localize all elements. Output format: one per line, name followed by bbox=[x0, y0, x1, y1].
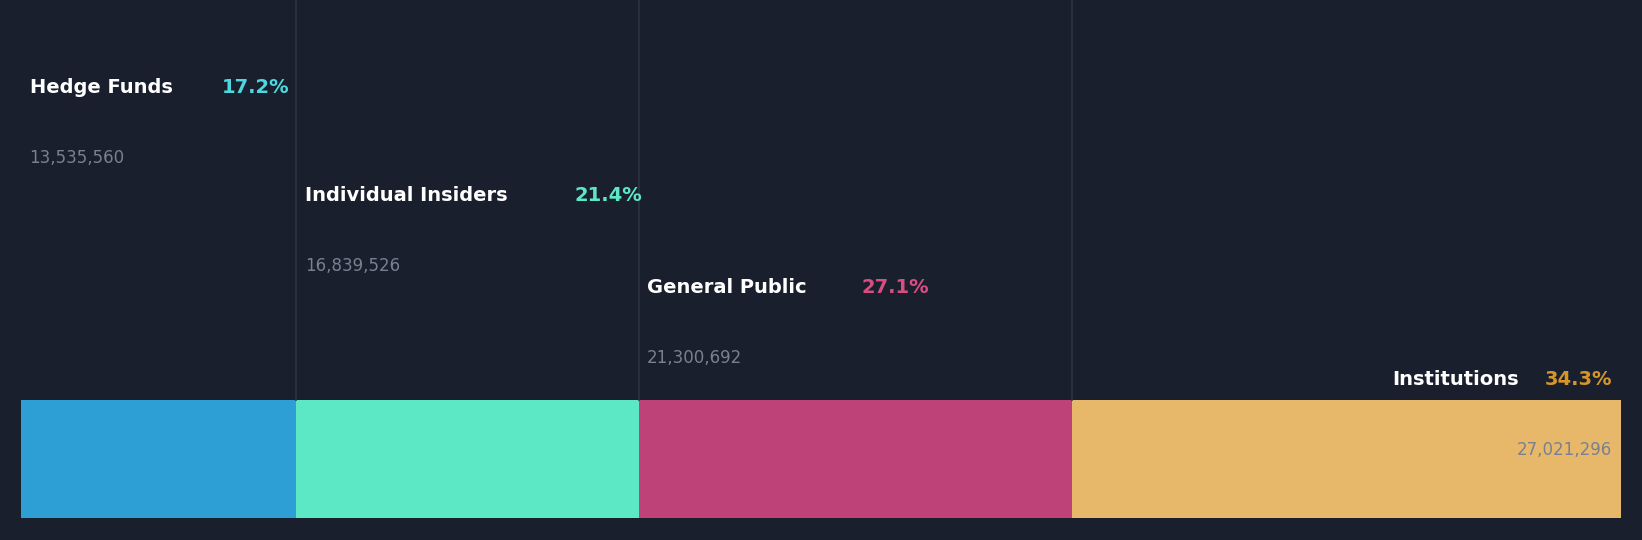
Text: 17.2%: 17.2% bbox=[222, 78, 289, 97]
Text: 13,535,560: 13,535,560 bbox=[30, 150, 125, 167]
Bar bbox=[1072, 400, 1621, 518]
Text: 21,300,692: 21,300,692 bbox=[647, 349, 742, 367]
Text: 16,839,526: 16,839,526 bbox=[305, 258, 399, 275]
Text: 34.3%: 34.3% bbox=[1545, 370, 1612, 389]
Text: 27.1%: 27.1% bbox=[860, 278, 929, 297]
Text: General Public: General Public bbox=[647, 278, 806, 297]
Bar bbox=[297, 400, 639, 518]
Bar bbox=[21, 400, 297, 518]
Text: Individual Insiders: Individual Insiders bbox=[305, 186, 507, 205]
Text: 21.4%: 21.4% bbox=[575, 186, 642, 205]
Text: Institutions: Institutions bbox=[1392, 370, 1519, 389]
Text: Hedge Funds: Hedge Funds bbox=[30, 78, 172, 97]
Bar bbox=[639, 400, 1072, 518]
Text: 27,021,296: 27,021,296 bbox=[1517, 441, 1612, 459]
